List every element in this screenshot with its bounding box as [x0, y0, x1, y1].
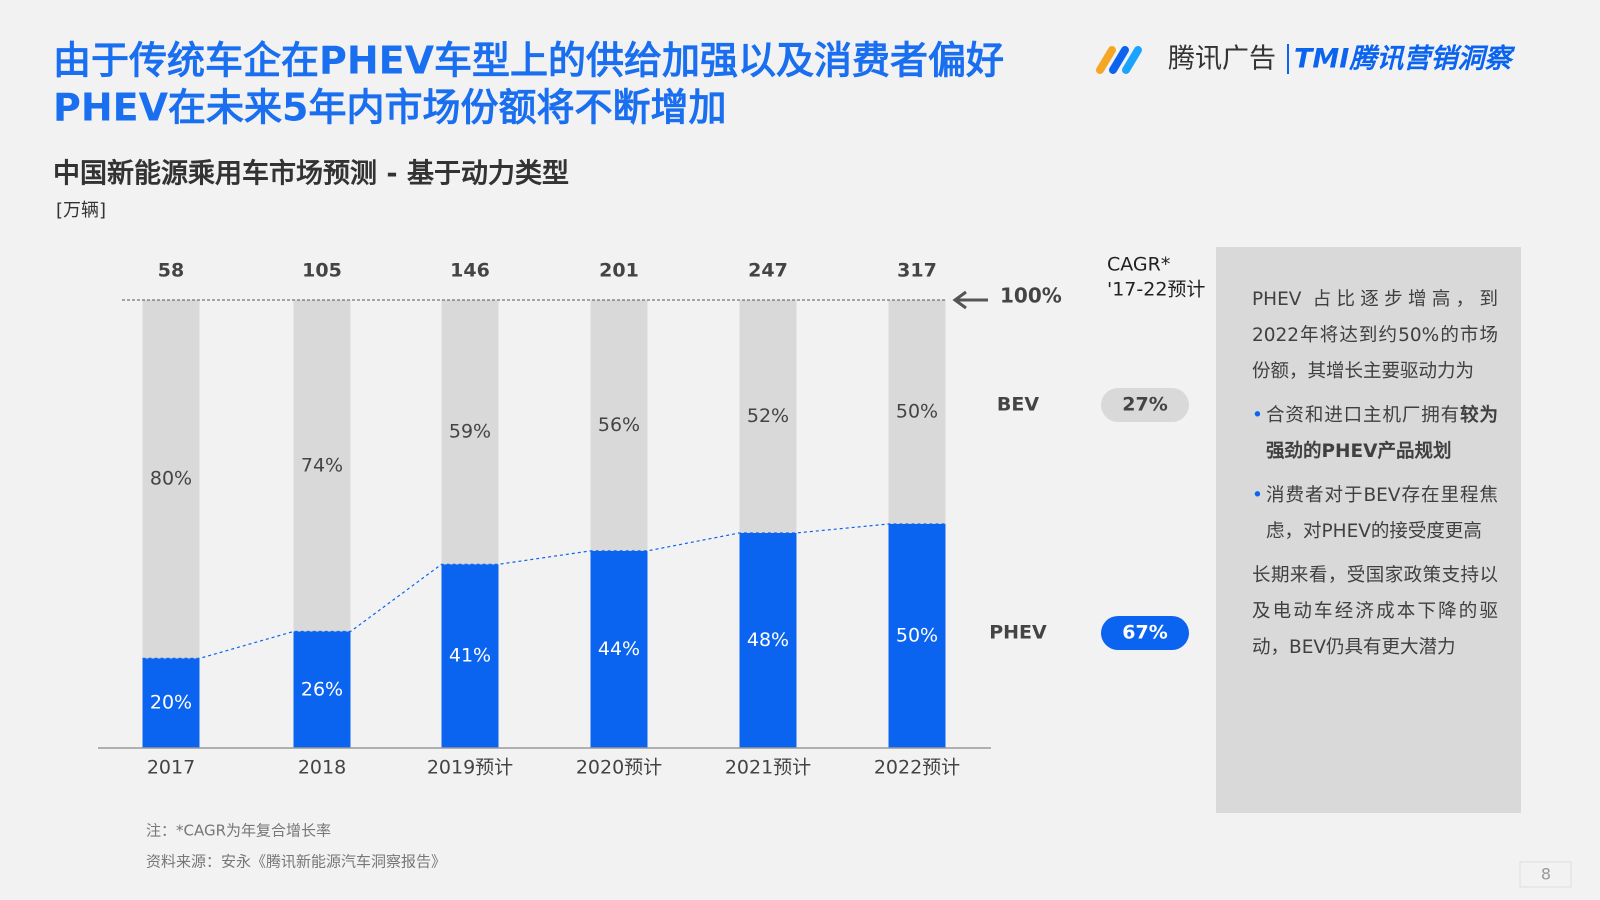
bar-segment [142, 300, 200, 659]
sidebar-intro: PHEV 占比逐步增高，到2022年将达到约50%的市场份额，其增长主要驱动力为 [1252, 289, 1498, 382]
cagr-label: 67% [1122, 622, 1167, 644]
bullet-text: 合资和进口主机厂拥有 [1266, 405, 1461, 426]
bullet-bold: 较为强劲的PHEV产品规划 [1266, 405, 1498, 462]
x-tick-label: 2019预计 [427, 757, 513, 779]
value-label: 44% [598, 638, 640, 660]
logo-text: 腾讯广告 [1168, 44, 1276, 75]
x-tick-label: 2018 [298, 757, 346, 779]
value-label: 56% [598, 414, 640, 436]
bar-segment [888, 524, 946, 748]
logo-icon [1096, 46, 1142, 74]
value-label: 80% [150, 468, 192, 490]
bar-segment [739, 532, 797, 748]
value-label: 50% [896, 401, 938, 423]
sidebar-bullets: 合资和进口主机厂拥有较为强劲的PHEV产品规划 消费者对于BEV存在里程焦虑，对… [1252, 398, 1498, 550]
total-label: 146 [450, 260, 490, 282]
value-label: 20% [150, 692, 192, 714]
note: 注：*CAGR为年复合增长率 [146, 822, 331, 840]
cagr-pill [1101, 616, 1189, 650]
chart-title: 中国新能源乘用车市场预测 - 基于动力类型 [53, 158, 569, 190]
value-label: 48% [747, 629, 789, 651]
bullet: 消费者对于BEV存在里程焦虑，对PHEV的接受度更高 [1252, 478, 1498, 550]
sidebar-outro: 长期来看，受国家政策支持以及电动车经济成本下降的驱动，BEV仍具有更大潜力 [1252, 565, 1498, 658]
bar-segment [293, 300, 351, 632]
value-label: 52% [747, 405, 789, 427]
bar-segment [590, 300, 648, 551]
cagr-header: '17-22预计 [1107, 279, 1205, 301]
value-label: 74% [301, 454, 343, 476]
sidebar-text: PHEV 占比逐步增高，到2022年将达到约50%的市场份额，其增长主要驱动力为… [1252, 282, 1498, 674]
legend-label: BEV [997, 394, 1039, 416]
bar-segment [441, 300, 499, 565]
total-label: 105 [302, 260, 342, 282]
value-label: 59% [449, 421, 491, 443]
cagr-header: CAGR* [1107, 254, 1170, 276]
bar-segment [739, 300, 797, 533]
slide-title: 由于传统车企在PHEV车型上的供给加强以及消费者偏好 [53, 39, 1004, 83]
value-label: 50% [896, 625, 938, 647]
page-number: 8 [1541, 865, 1551, 884]
cagr-pill [1101, 388, 1189, 422]
bar-segment [590, 550, 648, 748]
logo-sub: TMI腾讯营销洞察 [1294, 44, 1515, 75]
bar-segment [293, 631, 351, 748]
total-label: 201 [599, 260, 639, 282]
x-tick-label: 2020预计 [576, 757, 662, 779]
bar-segment [441, 564, 499, 748]
bullet: 合资和进口主机厂拥有较为强劲的PHEV产品规划 [1252, 398, 1498, 470]
total-label: 317 [897, 260, 937, 282]
reference-arrow [952, 290, 988, 310]
x-tick-label: 2021预计 [725, 757, 811, 779]
bar-segment [142, 658, 200, 748]
bullet-text: 消费者对于BEV存在里程焦虑，对PHEV的接受度更高 [1266, 485, 1498, 542]
x-tick-label: 2022预计 [874, 757, 960, 779]
page-box [1519, 861, 1572, 888]
legend-label: PHEV [989, 622, 1047, 644]
source: 资料来源：安永《腾讯新能源汽车洞察报告》 [146, 853, 446, 871]
total-label: 247 [748, 260, 788, 282]
x-tick-label: 2017 [147, 757, 195, 779]
cagr-label: 27% [1122, 394, 1167, 416]
bar-segment [888, 300, 946, 524]
total-label: 58 [158, 260, 184, 282]
value-label: 26% [301, 678, 343, 700]
reference-label: 100% [1000, 284, 1062, 308]
value-label: 41% [449, 645, 491, 667]
unit-label: [万辆] [56, 200, 106, 221]
slide-title: PHEV在未来5年内市场份额将不断增加 [53, 86, 726, 130]
trend-line [142, 523, 946, 660]
